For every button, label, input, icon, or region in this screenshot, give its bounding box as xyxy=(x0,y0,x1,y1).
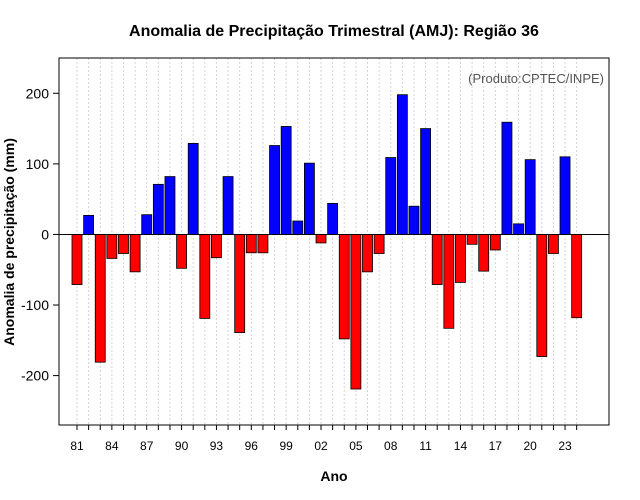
bar-2013 xyxy=(443,234,455,329)
x-tick-label: 99 xyxy=(279,439,293,453)
x-tick-label: 11 xyxy=(419,439,432,453)
bar-2016 xyxy=(478,234,490,272)
bar-2009 xyxy=(396,94,408,235)
x-tick-label: 96 xyxy=(245,439,259,453)
bar-1988 xyxy=(152,183,164,235)
bar-1984 xyxy=(106,234,118,259)
bar-2002 xyxy=(315,234,327,244)
bar-1981 xyxy=(71,234,83,285)
x-tick-label: 20 xyxy=(524,439,538,453)
bar-2020 xyxy=(524,159,536,235)
bar-2014 xyxy=(455,234,466,283)
bar-2004 xyxy=(338,234,350,340)
x-tick-label: 93 xyxy=(210,439,224,453)
bar-2011 xyxy=(420,128,432,235)
bar-2018 xyxy=(501,121,513,235)
bar-1999 xyxy=(280,126,292,235)
credit-label: (Produto:CPTEC/INPE) xyxy=(468,71,604,86)
x-tick-label: 23 xyxy=(558,439,572,453)
gridlines xyxy=(76,58,578,425)
y-tick-label: -200 xyxy=(21,368,49,384)
bar-2017 xyxy=(489,234,501,251)
x-tick-label: 17 xyxy=(489,439,503,453)
bar-1987 xyxy=(141,214,153,235)
bar-2005 xyxy=(350,234,362,390)
y-tick-label: -100 xyxy=(21,297,49,313)
x-tick-label: 87 xyxy=(140,439,154,453)
bar-1997 xyxy=(257,234,269,254)
x-tick-label: 02 xyxy=(314,439,328,453)
x-axis-label: Ano xyxy=(320,468,347,484)
bar-2008 xyxy=(385,157,397,235)
bar-2003 xyxy=(327,202,339,235)
bar-1991 xyxy=(187,142,199,235)
bar-2015 xyxy=(466,234,478,245)
bar-2021 xyxy=(536,234,548,357)
bar-1995 xyxy=(234,234,246,333)
bar-1990 xyxy=(176,234,187,269)
bar-2022 xyxy=(548,234,559,254)
bar-2023 xyxy=(559,156,571,235)
x-tick-label: 90 xyxy=(175,439,189,453)
bar-1994 xyxy=(222,176,234,235)
y-axis: -200 -100 0 100 200 xyxy=(21,85,59,384)
bar-1992 xyxy=(199,234,211,319)
plot-frame xyxy=(58,57,610,426)
bar-1982 xyxy=(83,214,95,235)
x-tick-label: 84 xyxy=(105,439,119,453)
x-tick-label: 08 xyxy=(384,439,398,453)
bar-2024 xyxy=(571,234,583,319)
bar-1983 xyxy=(94,234,106,363)
bar-1998 xyxy=(269,145,280,235)
bar-1989 xyxy=(164,176,176,235)
y-axis-label: Anomalia de precipitação (mm) xyxy=(1,138,17,346)
x-tick-label: 14 xyxy=(454,439,468,453)
y-tick-label: 0 xyxy=(41,226,49,242)
bar-1993 xyxy=(211,234,222,259)
bar-2007 xyxy=(373,234,385,254)
bar-2012 xyxy=(431,234,443,285)
x-tick-label: 81 xyxy=(70,439,84,453)
x-tick-label: 05 xyxy=(349,439,363,453)
bar-2000 xyxy=(292,220,304,235)
bar-2010 xyxy=(408,205,420,235)
bar-2019 xyxy=(513,223,524,235)
bar-2001 xyxy=(303,162,315,235)
y-tick-label: 200 xyxy=(26,85,50,101)
bar-2006 xyxy=(362,234,373,273)
bar-1996 xyxy=(245,234,257,254)
bar-1986 xyxy=(129,234,141,273)
x-axis: 81 84 87 90 93 96 99 02 05 08 11 14 17 20 23 xyxy=(70,425,578,453)
chart-title: Anomalia de Precipitação Trimestral (AMJ… xyxy=(129,23,539,40)
bar-series xyxy=(71,94,583,390)
bar-1985 xyxy=(118,234,129,254)
y-tick-label: 100 xyxy=(26,156,50,172)
